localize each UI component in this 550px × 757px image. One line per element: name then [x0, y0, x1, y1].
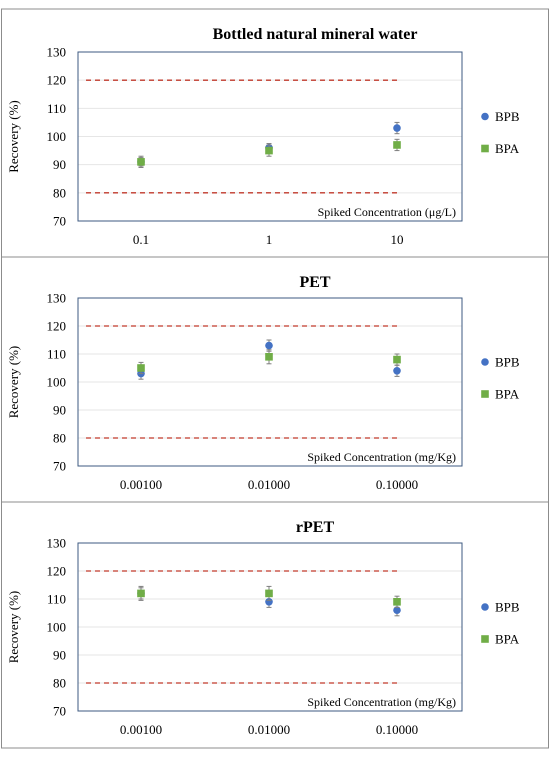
- y-tick-label: 90: [53, 403, 66, 418]
- data-point-bpb: [393, 124, 401, 132]
- legend-label-bpb: BPB: [495, 355, 520, 370]
- y-tick-label: 90: [53, 648, 66, 663]
- legend-marker-bpb: [481, 358, 489, 366]
- panel-border: [1, 256, 549, 503]
- y-axis-label: Recovery (%): [6, 346, 21, 419]
- chart-title: rPET: [296, 519, 335, 536]
- y-tick-label: 120: [47, 319, 67, 334]
- y-tick-label: 110: [47, 101, 66, 116]
- legend-marker-bpa: [481, 144, 489, 153]
- y-tick-label: 70: [53, 459, 66, 474]
- chart-title: PET: [299, 274, 330, 291]
- x-tick-label: 0.10000: [376, 722, 418, 737]
- x-axis-label: Spiked Concentration (mg/Kg): [307, 450, 456, 464]
- legend-label-bpb: BPB: [495, 109, 520, 124]
- legend-label-bpa: BPA: [495, 632, 520, 647]
- x-tick-label: 0.00100: [120, 477, 162, 492]
- y-tick-label: 130: [47, 291, 67, 306]
- y-tick-label: 80: [53, 676, 66, 691]
- data-point-bpa: [137, 364, 145, 372]
- y-tick-label: 120: [47, 73, 67, 88]
- panel-border: [1, 8, 549, 258]
- y-tick-label: 130: [47, 536, 67, 551]
- legend-label-bpb: BPB: [495, 600, 520, 615]
- x-tick-label: 1: [266, 232, 273, 247]
- chart-panel-2: PET 70 80 90 100 110 120 130 Recovery (%) Spiked …: [1, 256, 549, 503]
- legend-marker-bpa: [481, 390, 489, 398]
- y-tick-label: 100: [47, 129, 67, 144]
- legend-marker-bpb: [481, 112, 489, 121]
- plot-area: [77, 542, 463, 712]
- legend-marker-bpb: [481, 603, 489, 611]
- y-tick-label: 80: [53, 431, 66, 446]
- y-tick-label: 120: [47, 564, 67, 579]
- y-tick-label: 130: [47, 45, 67, 60]
- chart-title: Bottled natural mineral water: [213, 26, 418, 43]
- data-point-bpa: [137, 158, 145, 166]
- data-point-bpb: [393, 606, 401, 614]
- x-tick-label: 0.01000: [248, 477, 290, 492]
- chart-panel-3: rPET 70 80 90 100 110 120 130 Recovery (%) Spiked…: [1, 501, 549, 749]
- legend-label-bpa: BPA: [495, 387, 520, 402]
- x-tick-label: 0.00100: [120, 722, 162, 737]
- y-tick-label: 90: [53, 157, 66, 172]
- y-tick-label: 80: [53, 185, 66, 200]
- data-point-bpa: [265, 589, 273, 598]
- y-tick-label: 70: [53, 214, 66, 229]
- data-point-bpa: [137, 589, 145, 598]
- chart-panel-1: Bottled natural mineral water70809010011…: [1, 8, 549, 258]
- y-tick-label: 100: [47, 620, 67, 635]
- x-tick-label: 0.1: [133, 232, 149, 247]
- y-axis-label: Recovery (%): [6, 591, 21, 664]
- x-tick-label: 0.10000: [376, 477, 418, 492]
- y-tick-label: 110: [47, 347, 66, 362]
- data-point-bpa: [265, 146, 273, 155]
- data-point-bpb: [265, 341, 273, 350]
- plot-area: [77, 51, 463, 222]
- y-tick-label: 70: [53, 704, 66, 719]
- x-tick-label: 0.01000: [248, 722, 290, 737]
- data-point-bpa: [393, 355, 401, 364]
- x-axis-label: Spiked Concentration (μg/L): [318, 205, 456, 219]
- data-point-bpa: [393, 141, 401, 149]
- y-axis-label: Recovery (%): [6, 100, 21, 173]
- x-axis-label: Spiked Concentration (mg/Kg): [307, 695, 456, 709]
- data-point-bpb: [393, 367, 401, 375]
- data-point-bpa: [265, 353, 273, 361]
- x-tick-label: 10: [391, 232, 404, 247]
- data-point-bpa: [393, 598, 401, 606]
- y-tick-label: 110: [47, 592, 66, 607]
- legend-label-bpa: BPA: [495, 141, 520, 156]
- y-tick-label: 100: [47, 375, 67, 390]
- legend-marker-bpa: [481, 635, 489, 643]
- plot-area: [77, 297, 463, 467]
- panel-border: [1, 501, 549, 749]
